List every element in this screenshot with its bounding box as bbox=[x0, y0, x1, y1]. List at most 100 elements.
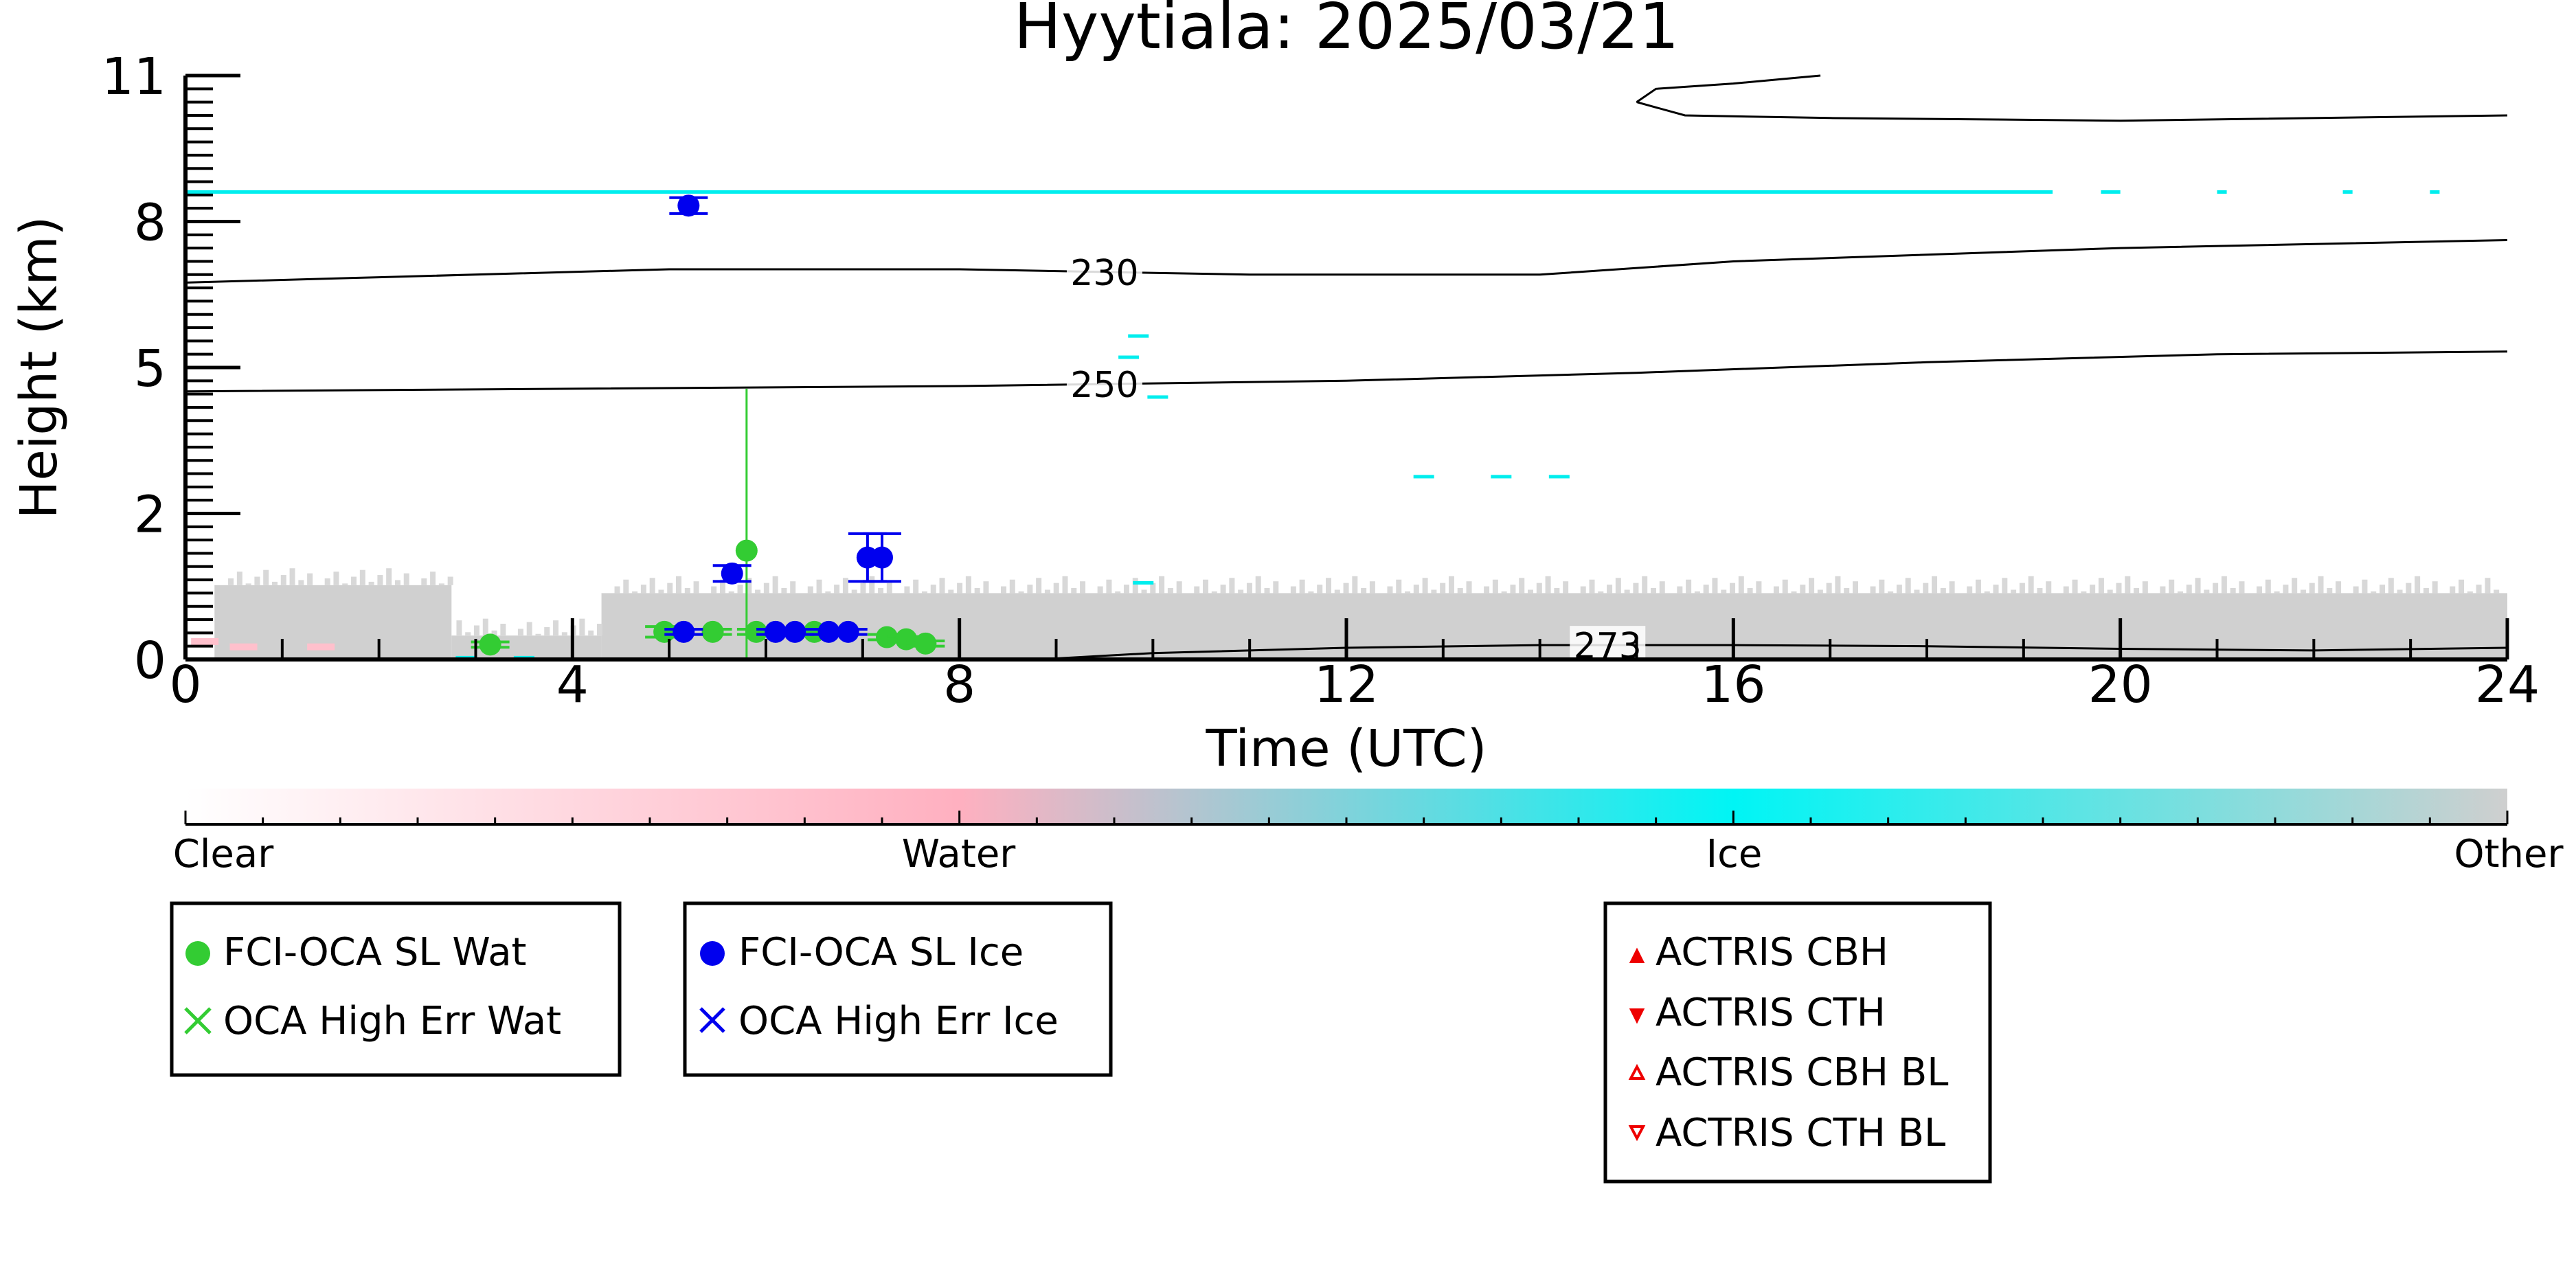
curtain-speckle bbox=[816, 579, 822, 594]
curtain-speckle bbox=[1264, 588, 1270, 594]
curtain-speckle bbox=[2177, 591, 2183, 594]
curtain-speckle bbox=[324, 578, 330, 585]
curtain-speckle bbox=[2169, 579, 2175, 594]
contour-line-3 bbox=[1636, 74, 1821, 103]
curtain-speckle bbox=[1440, 583, 1446, 594]
curtain-speckle bbox=[614, 586, 620, 594]
curtain-speckle bbox=[403, 573, 409, 585]
curtain-speckle bbox=[236, 572, 242, 585]
curtain-speckle bbox=[904, 586, 910, 594]
curtain-speckle bbox=[1624, 589, 1630, 594]
curtain-speckle bbox=[755, 589, 761, 594]
curtain-speckle bbox=[1220, 585, 1226, 594]
ice-band-fragment bbox=[2430, 190, 2440, 194]
contour-label-bg bbox=[1066, 365, 1142, 404]
curtain-speckle bbox=[1106, 579, 1112, 594]
colorbar-label-clear: Clear bbox=[173, 832, 274, 877]
curtain-speckle bbox=[1536, 583, 1542, 594]
curtain-speckle bbox=[1809, 578, 1815, 594]
curtain-speckle bbox=[983, 581, 989, 594]
axes bbox=[183, 76, 2507, 662]
curtain-speckle bbox=[1677, 586, 1683, 594]
water-point-1 bbox=[653, 620, 676, 643]
curtain-speckle bbox=[298, 580, 304, 585]
curtain-speckle bbox=[561, 632, 567, 636]
curtain-speckle bbox=[1246, 583, 1252, 594]
legend-label-actris-cth: ACTRIS CTH bbox=[1656, 991, 1886, 1035]
curtain-speckle bbox=[342, 583, 348, 585]
curtain-speckle bbox=[447, 576, 453, 585]
ice-pixel bbox=[1147, 395, 1168, 399]
curtain-speckle bbox=[1835, 576, 1841, 594]
curtain-speckle bbox=[649, 578, 655, 594]
curtain-speckle bbox=[280, 575, 286, 585]
ice-point-0 bbox=[677, 194, 700, 217]
water-point-8 bbox=[914, 632, 937, 655]
cloud-phase-curtain bbox=[185, 190, 2508, 659]
curtain-speckle bbox=[333, 572, 339, 585]
curtain-speckle bbox=[842, 578, 848, 594]
curtain-speckle bbox=[676, 576, 682, 594]
curtain-speckle bbox=[737, 585, 743, 594]
water-point-3 bbox=[735, 539, 758, 562]
curtain-speckle bbox=[1773, 586, 1779, 594]
curtain-speckle bbox=[1949, 581, 1955, 594]
curtain-speckle bbox=[1791, 591, 1797, 594]
curtain-speckle bbox=[474, 625, 480, 636]
curtain-speckle bbox=[2406, 583, 2412, 594]
curtain-speckle bbox=[2432, 581, 2438, 594]
legend-label-actris-cbh-bl: ACTRIS CBH BL bbox=[1656, 1050, 1948, 1095]
curtain-speckle bbox=[2476, 585, 2482, 594]
curtain-speckle bbox=[1009, 579, 1015, 594]
curtain-speckle bbox=[1510, 585, 1516, 594]
curtain-speckle bbox=[359, 569, 365, 585]
curtain-speckle bbox=[1484, 586, 1490, 594]
curtain-speckle bbox=[1975, 579, 1981, 594]
legend-label-oca-high-err-wat: OCA High Err Wat bbox=[223, 999, 561, 1043]
curtain-speckle bbox=[1642, 576, 1648, 594]
y-tick-label: 8 bbox=[134, 194, 166, 253]
curtain-speckle bbox=[1896, 585, 1902, 594]
curtain-speckle bbox=[1993, 585, 1999, 594]
curtain-speckle bbox=[1457, 588, 1463, 594]
curtain-speckle bbox=[2195, 578, 2201, 594]
curtain-speckle bbox=[2494, 589, 2500, 594]
curtain-speckle bbox=[377, 575, 383, 585]
legend-marker-cbh-bl-icon bbox=[1628, 1063, 1646, 1080]
ice-pixel bbox=[1133, 580, 1154, 585]
curtain-speckle bbox=[1448, 576, 1454, 594]
legend-label-actris-cbh: ACTRIS CBH bbox=[1656, 930, 1888, 975]
legend-marker-water-circle bbox=[185, 941, 210, 966]
curtain-speckle bbox=[1001, 586, 1007, 594]
curtain-speckle bbox=[965, 576, 971, 594]
contour-line-1 bbox=[185, 350, 2508, 393]
curtain-speckle bbox=[1888, 591, 1894, 594]
curtain-speckle bbox=[1194, 586, 1200, 594]
curtain-speckle bbox=[684, 588, 690, 594]
curtain-speckle bbox=[1492, 579, 1498, 594]
curtain-speckle bbox=[245, 583, 251, 585]
curtain-speckle bbox=[2327, 588, 2333, 594]
curtain-speckle bbox=[1123, 585, 1129, 594]
curtain-speckle bbox=[500, 624, 506, 636]
ice-point-4 bbox=[784, 620, 806, 643]
colorbar-label-other: Other bbox=[2454, 832, 2564, 877]
curtain-speckle bbox=[1299, 579, 1305, 594]
curtain-speckle bbox=[834, 585, 840, 594]
curtain-speckle bbox=[2309, 583, 2315, 594]
curtain-speckle bbox=[974, 588, 980, 594]
curtain-speckle bbox=[1361, 588, 1367, 594]
curtain-speckle bbox=[1650, 588, 1656, 594]
ice-point-8 bbox=[871, 546, 893, 569]
curtain-speckle bbox=[1132, 578, 1138, 594]
y-ticks: 0 2 5 8 11 bbox=[102, 47, 240, 690]
curtain-speckle bbox=[869, 576, 875, 594]
curtain-speckle bbox=[1800, 585, 1806, 594]
curtain-speckle bbox=[1545, 576, 1551, 594]
curtain-speckle bbox=[790, 581, 796, 594]
curtain-speckle bbox=[930, 585, 936, 594]
curtain-speckle bbox=[1018, 591, 1024, 594]
curtain-speckle bbox=[1712, 578, 1718, 594]
curtain-speckle bbox=[2011, 589, 2017, 594]
x-tick-label: 4 bbox=[556, 655, 589, 714]
